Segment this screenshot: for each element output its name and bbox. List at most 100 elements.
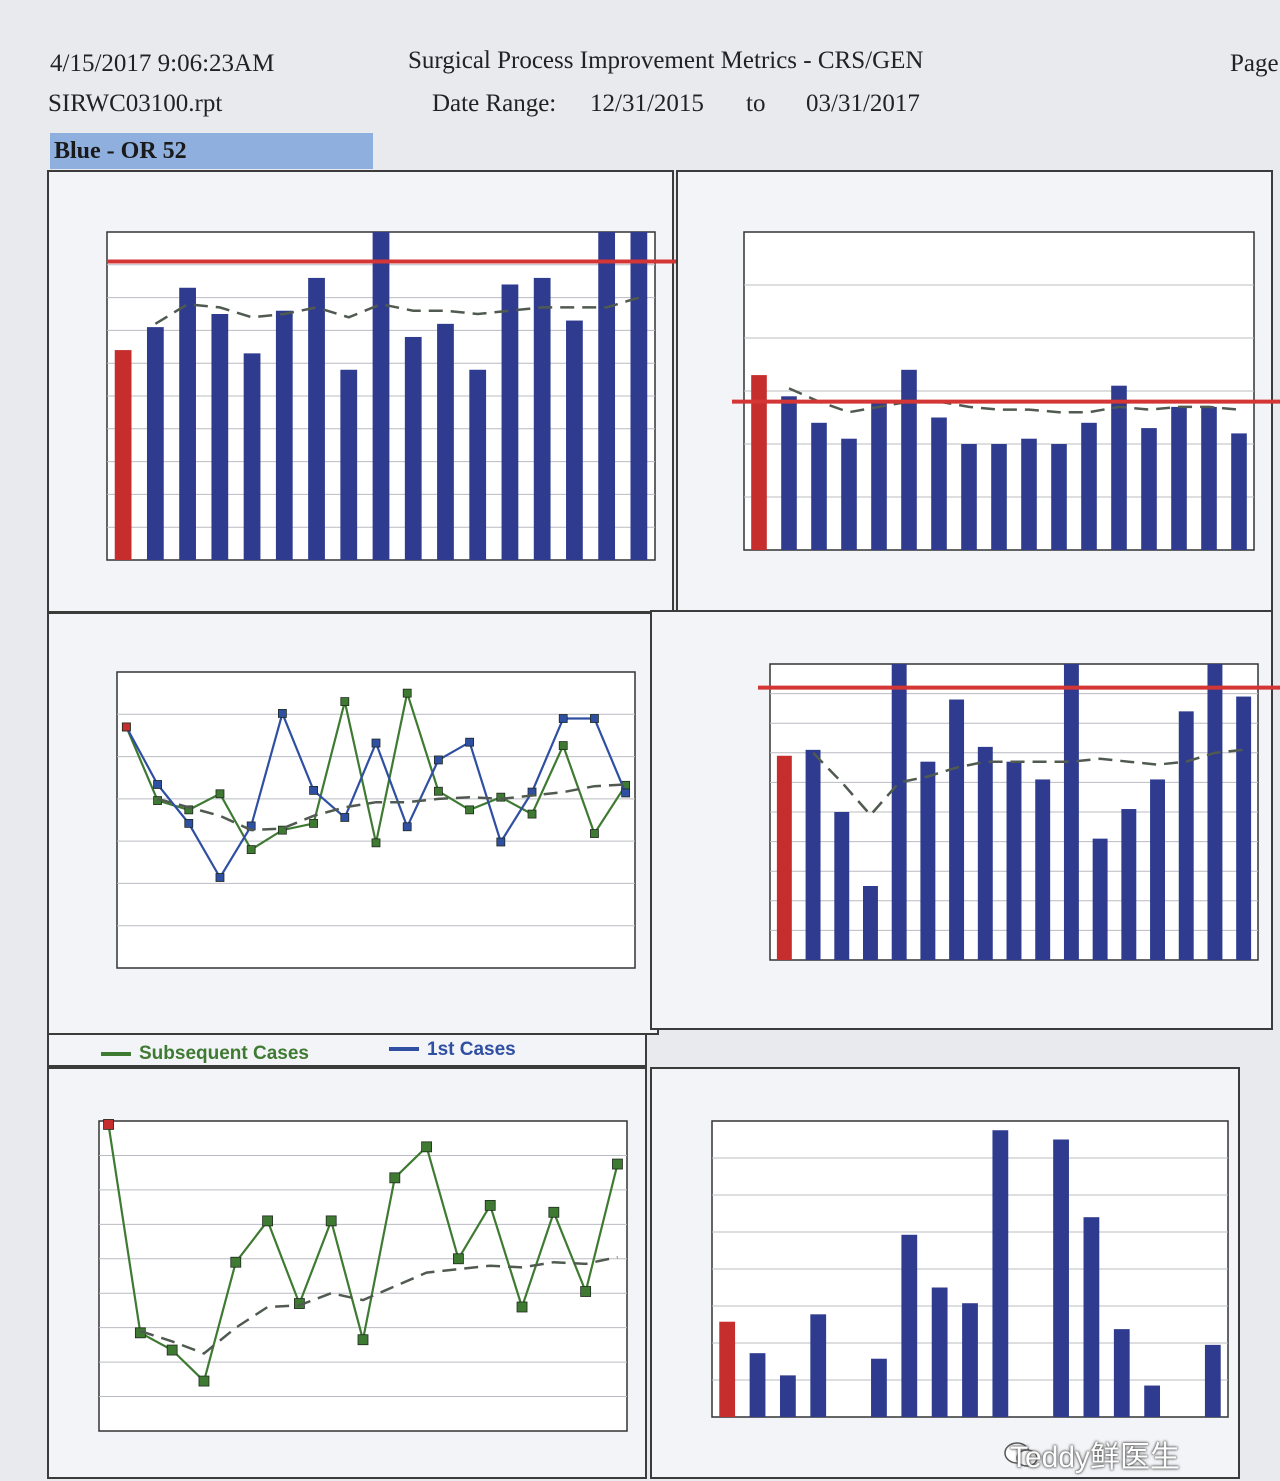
marker-subsequent-cases-6-2016 bbox=[340, 697, 350, 706]
bar-1-2016 bbox=[179, 287, 196, 560]
section-tag: Blue - OR 52 bbox=[50, 133, 373, 169]
date-range-end: 03/31/2017 bbox=[806, 90, 920, 117]
bar-3-2016 bbox=[891, 664, 907, 960]
marker-median-11-2016 bbox=[484, 1199, 496, 1211]
marker-median-1-2016 bbox=[166, 1344, 178, 1356]
marker-subsequent-cases-11-2016 bbox=[496, 792, 506, 802]
bar-base bbox=[751, 375, 767, 550]
bar-12-2016 bbox=[1113, 1329, 1130, 1417]
marker-subsequent-cases-4-2016 bbox=[277, 825, 287, 835]
marker-subsequent-cases-1-2017 bbox=[558, 741, 568, 750]
bar-6-2016 bbox=[340, 369, 358, 560]
marker-subsequent-cases-2-2017 bbox=[590, 829, 599, 838]
marker-1st-cases-5-2016 bbox=[309, 785, 318, 795]
bar-12-2015 bbox=[146, 327, 164, 560]
chart-anesthesia-prep bbox=[116, 671, 636, 969]
bar-2-2016 bbox=[863, 886, 878, 960]
legend-subsequent-swatch bbox=[101, 1052, 131, 1056]
marker-1st-cases-9-2016 bbox=[434, 755, 443, 765]
bar-1-2017 bbox=[566, 320, 583, 560]
marker-median-4-2016 bbox=[262, 1215, 273, 1227]
marker-median-9-2016 bbox=[421, 1141, 433, 1153]
panel-minutes-past-5pm bbox=[650, 1067, 1240, 1479]
page-label: Page bbox=[1230, 50, 1279, 77]
bar-5-2016 bbox=[949, 699, 965, 960]
bar-7-2016 bbox=[1006, 761, 1022, 960]
marker-median-2-2017 bbox=[580, 1286, 592, 1297]
bar-11-2016 bbox=[1121, 809, 1137, 960]
bar-9-2016 bbox=[1063, 664, 1079, 960]
bar-2-2017 bbox=[1207, 664, 1223, 960]
bar-2-2016 bbox=[841, 438, 857, 550]
bar-base bbox=[776, 755, 792, 960]
series-line-trend bbox=[157, 783, 626, 832]
marker-1st-cases-7-2016 bbox=[371, 738, 381, 748]
marker-subsequent-cases-1-2016 bbox=[184, 805, 194, 815]
bar-10-2016 bbox=[1053, 1139, 1069, 1417]
bar-1-2016 bbox=[779, 1375, 796, 1417]
bar-2-2017 bbox=[1201, 406, 1217, 550]
bar-1-2017 bbox=[1171, 406, 1187, 550]
bar-7-2016 bbox=[372, 232, 390, 560]
bar-3-2017 bbox=[1236, 696, 1252, 960]
bar-10-2016 bbox=[469, 369, 487, 560]
bar-8-2016 bbox=[1035, 779, 1051, 960]
marker-subsequent-cases-10-2016 bbox=[465, 805, 475, 815]
chart-minutes-past-5pm bbox=[711, 1120, 1229, 1418]
marker-median-base bbox=[103, 1119, 114, 1130]
bar-4-2016 bbox=[871, 1358, 887, 1417]
bar-2-2016 bbox=[810, 1314, 827, 1417]
marker-median-12-2016 bbox=[516, 1301, 528, 1313]
bar-7-2016 bbox=[962, 1303, 978, 1417]
panel-on-time-start bbox=[47, 170, 745, 613]
wechat-icon bbox=[1004, 1442, 1038, 1467]
bar-6-2016 bbox=[977, 746, 993, 960]
marker-median-10-2016 bbox=[453, 1253, 464, 1265]
marker-1st-cases-1-2016 bbox=[184, 818, 194, 828]
marker-median-2-2016 bbox=[198, 1375, 210, 1387]
marker-subsequent-cases-9-2016 bbox=[434, 786, 443, 796]
bar-5-2016 bbox=[931, 417, 947, 550]
bar-6-2016 bbox=[931, 1287, 948, 1417]
bar-1-2016 bbox=[834, 812, 850, 960]
marker-subsequent-cases-5-2016 bbox=[309, 818, 318, 828]
bar-12-2016 bbox=[1150, 779, 1165, 960]
panel-anesthesia-prep bbox=[47, 612, 659, 1035]
marker-subsequent-cases-7-2016 bbox=[371, 838, 381, 848]
plot-area bbox=[98, 1120, 628, 1432]
marker-1st-cases-2-2017 bbox=[590, 714, 599, 723]
bar-3-2017 bbox=[630, 232, 648, 560]
bar-base bbox=[719, 1321, 736, 1417]
bar-5-2016 bbox=[308, 277, 325, 560]
trend-line bbox=[788, 387, 1240, 414]
bar-2-2017 bbox=[598, 232, 616, 560]
bar-8-2016 bbox=[992, 1130, 1009, 1417]
report-file: SIRWC03100.rpt bbox=[48, 90, 223, 117]
bar-12-2016 bbox=[1141, 428, 1157, 550]
bar-3-2016 bbox=[243, 353, 261, 560]
panel-closed-by-5pm bbox=[650, 610, 1280, 1030]
bar-12-2016 bbox=[533, 277, 551, 560]
bar-6-2016 bbox=[961, 444, 977, 550]
marker-median-3-2017 bbox=[612, 1158, 623, 1170]
watermark: Teddy鲜医生 bbox=[1010, 1441, 1181, 1474]
marker-median-1-2017 bbox=[548, 1206, 560, 1218]
bar-9-2016 bbox=[437, 323, 454, 560]
plot-area bbox=[116, 671, 636, 969]
bar-1-2016 bbox=[811, 422, 827, 550]
bar-10-2016 bbox=[1081, 422, 1097, 550]
date-range-label: Date Range: bbox=[432, 90, 557, 117]
bar-3-2017 bbox=[1231, 433, 1247, 550]
bar-8-2016 bbox=[404, 336, 422, 560]
report-title: Surgical Process Improvement Metrics - C… bbox=[408, 47, 924, 74]
chart-closed-by-5pm bbox=[758, 663, 1280, 961]
bar-12-2015 bbox=[781, 396, 797, 550]
legend: Subsequent Cases 1st Cases bbox=[47, 1033, 647, 1067]
legend-subsequent-label: Subsequent Cases bbox=[139, 1043, 309, 1064]
panel-incision-to-close bbox=[47, 1067, 647, 1479]
marker-1st-cases-8-2016 bbox=[402, 822, 412, 832]
bar-4-2016 bbox=[901, 369, 917, 550]
bar-3-2016 bbox=[871, 401, 887, 550]
panel-median-turnover bbox=[676, 170, 1280, 613]
bar-7-2016 bbox=[991, 444, 1007, 550]
